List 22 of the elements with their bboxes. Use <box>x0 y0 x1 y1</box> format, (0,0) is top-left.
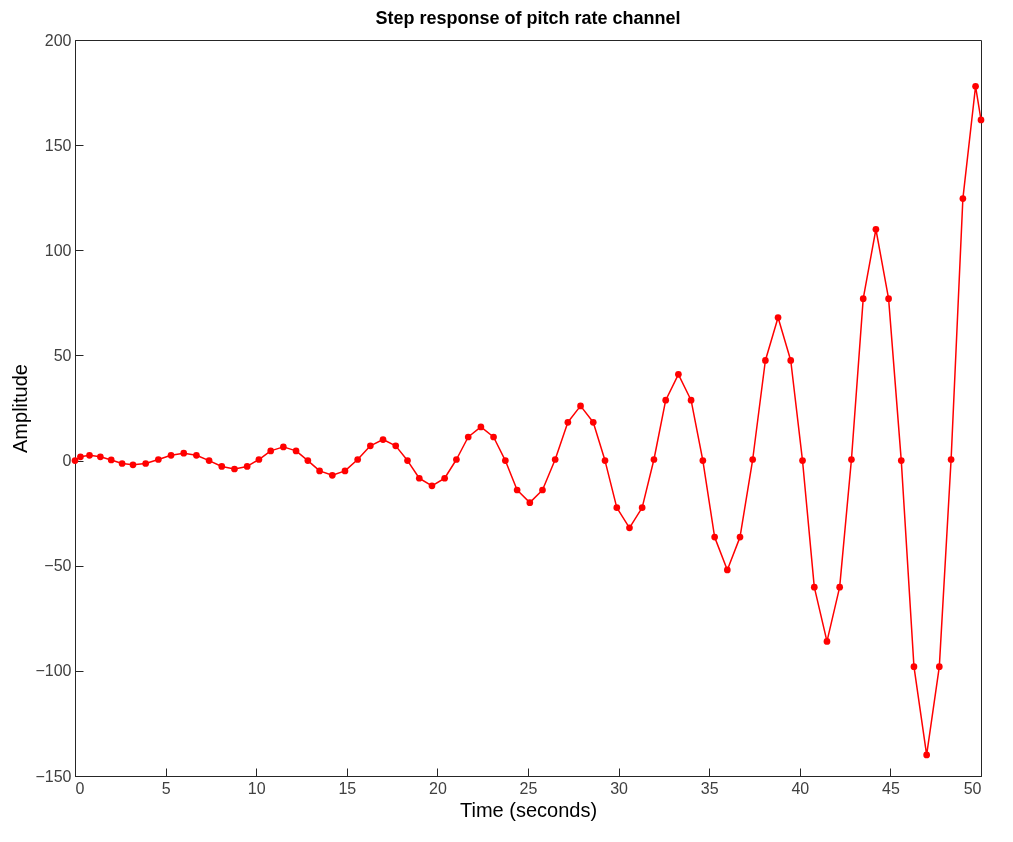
x-tick-label: 5 <box>161 779 171 797</box>
x-axis-title: Time (seconds) <box>459 798 598 821</box>
x-tick-label: 15 <box>338 779 357 797</box>
x-tick-label: 0 <box>75 779 85 797</box>
x-tick-label: 35 <box>700 779 719 797</box>
chart-title: Step response of pitch rate channel <box>375 8 681 28</box>
y-tick-label: −100 <box>35 662 72 680</box>
x-tick-label: 30 <box>610 779 629 797</box>
x-tick-label: 50 <box>963 779 982 797</box>
y-tick-label: 100 <box>44 241 72 259</box>
y-tick-label: −150 <box>35 767 72 785</box>
y-tick-label: 150 <box>44 136 72 154</box>
x-tick-label: 25 <box>519 779 538 797</box>
x-tick-label: 10 <box>247 779 266 797</box>
y-tick-label: 200 <box>44 31 72 49</box>
x-tick-label: 40 <box>791 779 810 797</box>
y-tick-label: 50 <box>53 346 72 364</box>
y-tick-label: 0 <box>62 452 72 470</box>
x-tick-label: 20 <box>429 779 447 797</box>
y-tick-label: −50 <box>44 557 72 575</box>
y-axis-title: Amplitude <box>9 364 32 453</box>
x-tick-label: 45 <box>882 779 900 797</box>
